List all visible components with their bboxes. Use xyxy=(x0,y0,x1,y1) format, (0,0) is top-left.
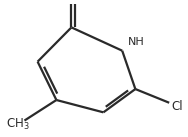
Text: Cl: Cl xyxy=(171,100,183,113)
Text: O: O xyxy=(67,0,76,1)
Text: NH: NH xyxy=(128,38,145,47)
Text: CH$_3$: CH$_3$ xyxy=(6,117,29,132)
